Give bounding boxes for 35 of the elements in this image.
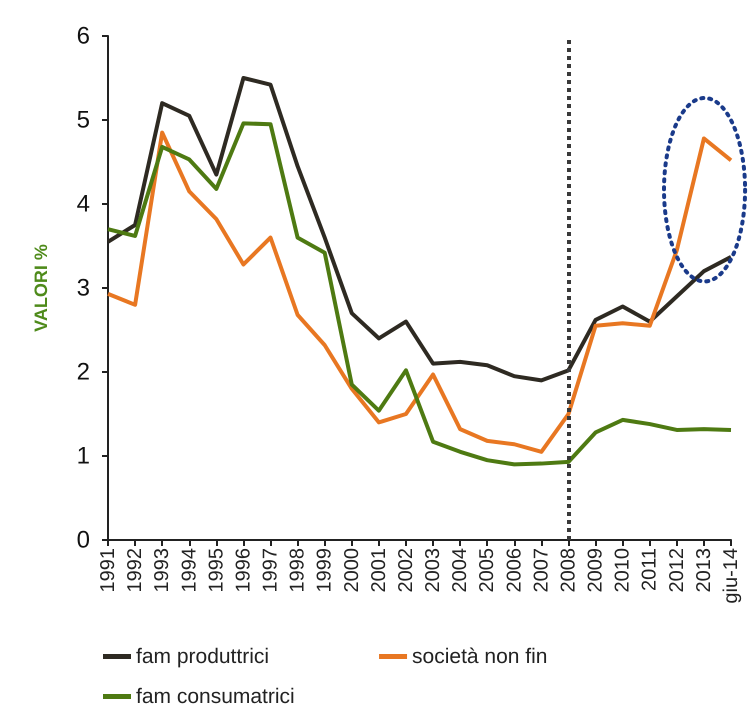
x-tick-label: 2006 <box>503 548 526 592</box>
x-tick-label: 2011 <box>638 548 661 592</box>
y-axis-title: VALORI % <box>31 244 51 332</box>
x-tick-label: 2007 <box>530 548 552 592</box>
y-tick-label: 3 <box>76 274 90 302</box>
x-tick-label: 2008 <box>557 548 580 592</box>
y-tick-label: 1 <box>76 442 90 470</box>
x-tick-label: 1992 <box>124 548 146 592</box>
y-tick-label: 2 <box>76 358 90 386</box>
x-tick-label: 2005 <box>476 548 498 592</box>
x-tick-label: 1993 <box>151 548 174 592</box>
x-tick-label: 2002 <box>394 548 417 592</box>
x-tick-label: 2010 <box>612 548 634 592</box>
legend-label: fam consumatrici <box>136 685 295 708</box>
x-tick-label: 1997 <box>260 548 282 592</box>
y-tick-label: 0 <box>76 526 90 554</box>
y-tick-label: 4 <box>76 190 90 218</box>
x-tick-label: 2013 <box>692 548 715 592</box>
x-tick-label: 1999 <box>314 548 336 592</box>
x-tick-label: 1996 <box>232 548 254 592</box>
x-tick-label: 2000 <box>340 548 363 592</box>
x-tick-label: 1998 <box>286 548 309 592</box>
x-tick-label: 1994 <box>178 548 200 592</box>
x-tick-label: 2012 <box>666 548 688 592</box>
legend-label: società non fin <box>412 645 548 668</box>
x-tick-label: 2003 <box>422 548 444 592</box>
x-tick-label: giu-14 <box>720 548 742 604</box>
x-tick-label: 1995 <box>205 548 228 592</box>
x-tick-label: 2001 <box>368 548 390 592</box>
x-tick-label: 2009 <box>584 548 607 592</box>
legend-label: fam produttrici <box>136 645 270 668</box>
x-tick-label: 1991 <box>97 548 119 592</box>
y-tick-label: 5 <box>76 106 90 134</box>
y-tick-label: 6 <box>76 22 90 50</box>
x-tick-label: 2004 <box>449 548 472 592</box>
